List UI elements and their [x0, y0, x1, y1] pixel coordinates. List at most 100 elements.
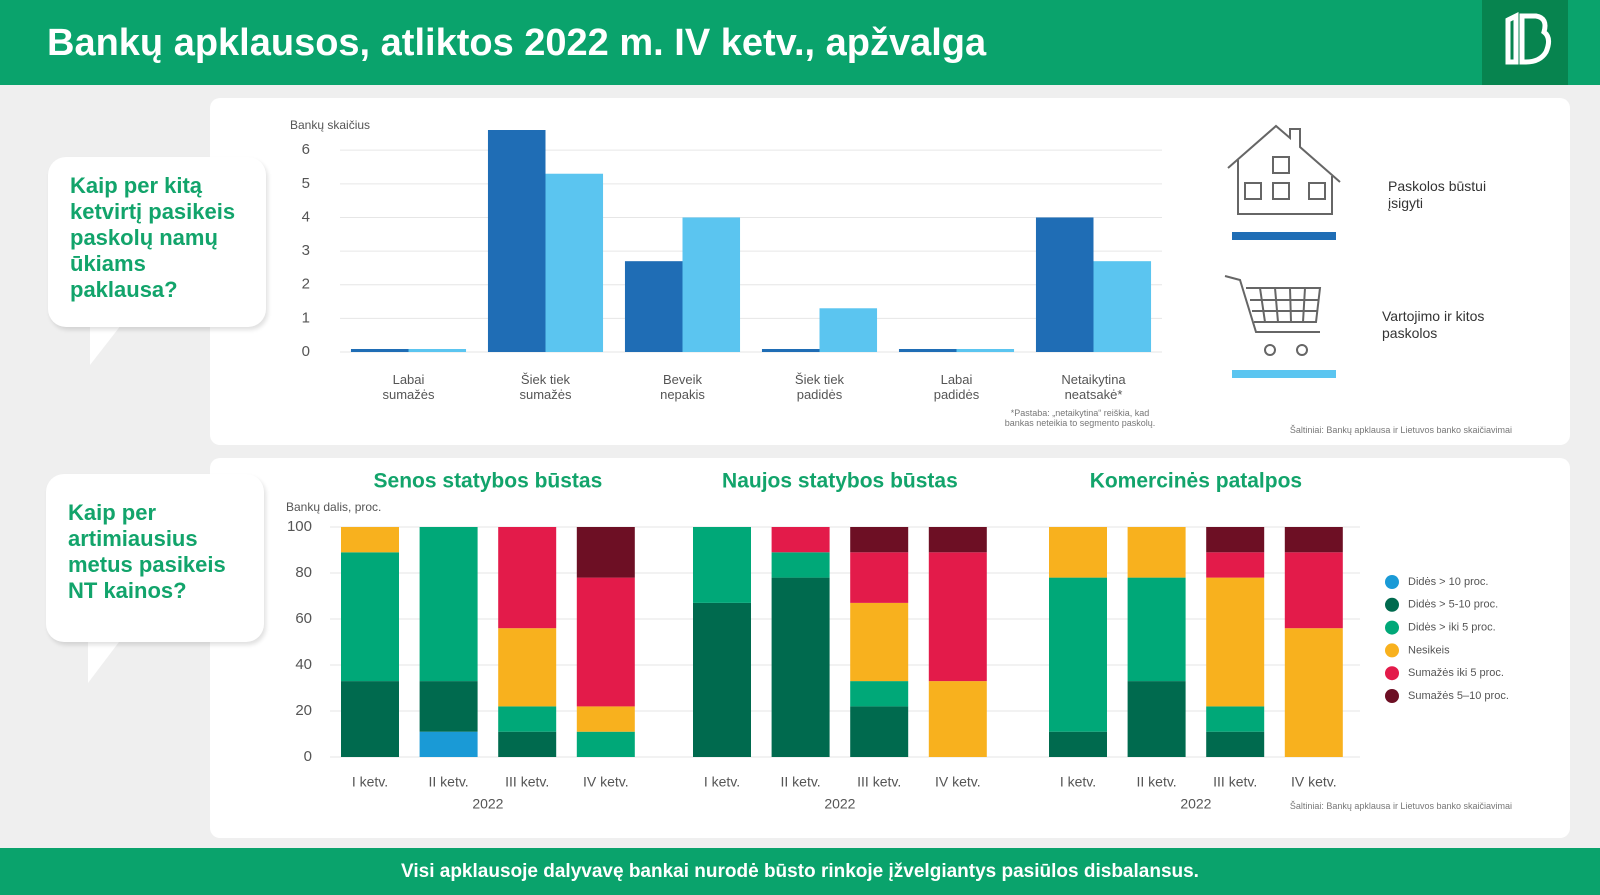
x-tick-label: IV ketv.	[583, 774, 629, 790]
bar-segment	[419, 731, 478, 757]
bar	[408, 349, 467, 352]
bar-segment	[576, 706, 635, 732]
bar-segment	[498, 628, 557, 707]
bar-segment	[498, 731, 557, 757]
y-tick-label: 0	[302, 343, 310, 360]
legend-swatch	[1385, 666, 1399, 681]
bar-segment	[1049, 731, 1107, 757]
bar-segment	[498, 706, 557, 732]
bubble-tail	[88, 638, 122, 683]
bar-segment	[928, 681, 987, 757]
legend-label: Didės > 10 proc.	[1408, 576, 1488, 588]
x-axis-label: 2022	[1180, 796, 1211, 812]
legend-label: Sumažės iki 5 proc.	[1408, 667, 1504, 679]
y-tick-label: 20	[295, 702, 312, 719]
x-tick-label: II ketv.	[428, 774, 468, 790]
legend-swatch	[1385, 689, 1399, 703]
bar-segment	[576, 731, 635, 757]
x-tick-label: Beveik nepakis	[660, 372, 705, 402]
x-tick-label: III ketv.	[505, 774, 549, 790]
bar-segment	[1206, 527, 1265, 553]
bar-segment	[1206, 577, 1265, 707]
note: *Pastaba: „netaikytina“ reiškia, kad ban…	[1004, 408, 1156, 428]
bar-segment	[850, 602, 909, 682]
legend-swatch	[1385, 620, 1399, 635]
bar-segment	[1284, 527, 1343, 553]
bar-segment	[1049, 527, 1107, 578]
logo-mark	[1505, 11, 1552, 65]
x-tick-label: II ketv.	[780, 774, 820, 790]
bar-segment	[771, 527, 830, 553]
legend-label: Didės > iki 5 proc.	[1408, 622, 1496, 634]
panel-title: Naujos statybos būstas	[722, 470, 958, 493]
y-tick-label: 6	[302, 141, 310, 158]
bar	[545, 173, 604, 352]
legend-label: Vartojimo ir kitos paskolos	[1382, 308, 1485, 341]
house-icon	[1227, 124, 1341, 215]
bar-segment	[341, 681, 399, 757]
x-tick-label: Netaikytina neatsakė*	[1061, 372, 1126, 402]
logo	[1482, 0, 1568, 85]
y-tick-label: 3	[302, 242, 310, 259]
bar-segment	[419, 527, 478, 682]
bar	[624, 261, 683, 352]
x-tick-label: Labai sumažės	[382, 372, 435, 402]
bar-segment	[850, 552, 909, 603]
bar	[956, 349, 1015, 352]
x-tick-label: IV ketv.	[935, 774, 981, 790]
bar-segment	[1206, 706, 1265, 732]
legend-label: Didės > 5-10 proc.	[1408, 599, 1498, 611]
bar-segment	[693, 602, 751, 757]
bar-segment	[1284, 628, 1343, 757]
legend-label: Sumažės 5–10 proc.	[1408, 690, 1509, 702]
x-tick-label: Šiek tiek padidės	[794, 372, 845, 402]
y-tick-label: 60	[295, 610, 312, 627]
y-tick-label: 0	[304, 748, 312, 765]
y-tick-label: 2	[302, 276, 310, 293]
footer: Visi apklausoje dalyvavę bankai nurodė b…	[0, 848, 1600, 895]
question-bubble: Kaip per artimiausius metus pasikeis NT …	[46, 474, 264, 642]
source: Šaltiniai: Bankų apklausa ir Lietuvos ba…	[1289, 801, 1512, 811]
y-axis-label: Bankų skaičius	[290, 118, 370, 132]
x-tick-label: Šiek tiek sumažės	[519, 372, 572, 402]
bar	[819, 308, 878, 352]
x-tick-label: I ketv.	[352, 774, 388, 790]
bar-segment	[771, 552, 830, 578]
bar-segment	[1127, 527, 1186, 578]
bar-segment	[928, 552, 987, 682]
bar	[761, 349, 820, 352]
bar	[1093, 261, 1152, 352]
bar-segment	[1206, 552, 1265, 578]
y-axis-label: Bankų dalis, proc.	[286, 500, 381, 514]
y-tick-label: 5	[302, 175, 310, 192]
bar	[682, 217, 741, 352]
bar-segment	[341, 552, 399, 682]
y-tick-label: 40	[295, 656, 312, 673]
bar-segment	[1127, 577, 1186, 682]
x-tick-label: I ketv.	[1060, 774, 1096, 790]
bar	[487, 130, 546, 352]
bar-segment	[498, 527, 557, 629]
bar	[350, 349, 409, 352]
y-tick-label: 100	[287, 518, 312, 535]
x-tick-label: Labai padidės	[933, 372, 980, 402]
header-bar	[0, 0, 1600, 85]
bar	[898, 349, 957, 352]
y-tick-label: 4	[302, 208, 310, 225]
bar-segment	[928, 527, 987, 553]
x-tick-label: II ketv.	[1136, 774, 1176, 790]
question-bubble: Kaip per kitą ketvirtį pasikeis paskolų …	[48, 157, 266, 327]
legend-swatch	[1385, 575, 1399, 589]
legend-swatch	[1385, 597, 1399, 612]
legend-label: Paskolos būstui įsigyti	[1388, 178, 1487, 211]
bar-segment	[850, 681, 909, 707]
cart-icon	[1224, 275, 1322, 356]
x-tick-label: I ketv.	[704, 774, 740, 790]
bar-segment	[850, 527, 909, 553]
x-tick-label: III ketv.	[857, 774, 901, 790]
x-axis-label: 2022	[472, 796, 503, 812]
source: Šaltiniai: Bankų apklausa ir Lietuvos ba…	[1289, 425, 1512, 435]
bar-segment	[1284, 552, 1343, 629]
